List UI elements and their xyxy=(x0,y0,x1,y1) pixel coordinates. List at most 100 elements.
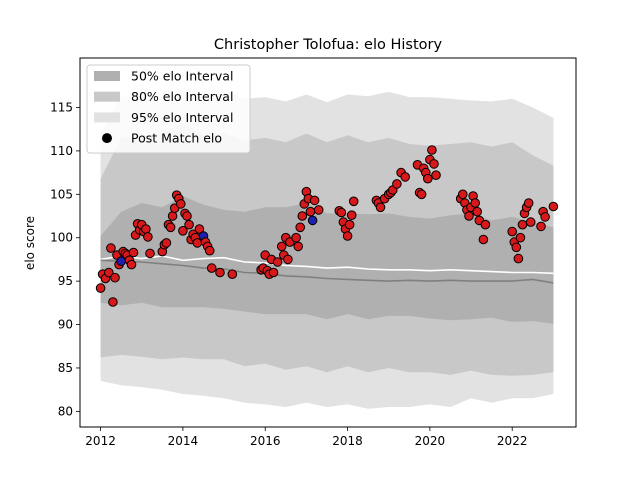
data-point xyxy=(346,210,357,220)
data-point xyxy=(182,211,192,221)
chart-title: Christopher Tolofua: elo History xyxy=(214,37,443,53)
data-point xyxy=(470,198,481,208)
data-point xyxy=(227,269,238,280)
legend-swatch xyxy=(94,91,120,102)
data-point xyxy=(104,267,114,278)
data-point xyxy=(305,206,316,217)
median-elo-line xyxy=(100,255,554,275)
data-point xyxy=(108,297,118,307)
data-point xyxy=(478,234,489,245)
x-tick-label: 2016 xyxy=(250,434,281,448)
data-point xyxy=(336,207,347,218)
data-point xyxy=(295,222,306,233)
baseline-elo-line xyxy=(100,259,554,284)
y-tick-label: 95 xyxy=(58,274,73,288)
data-point xyxy=(178,226,188,236)
legend-label: 80% elo Interval xyxy=(131,89,233,104)
data-point xyxy=(392,179,402,189)
data-point xyxy=(464,211,474,221)
data-point xyxy=(283,254,293,265)
data-point xyxy=(128,247,139,258)
legend-label: 95% elo Interval xyxy=(131,110,233,125)
axes-frame xyxy=(79,57,577,428)
data-point xyxy=(313,205,324,215)
x-axis-ticks: 2012 2014 2016 2018 2020 2022 xyxy=(85,427,527,448)
data-point xyxy=(204,245,215,256)
post-match-points xyxy=(95,145,559,307)
data-point xyxy=(272,257,283,267)
data-point xyxy=(110,272,120,283)
legend-swatch xyxy=(94,112,120,123)
x-tick-label: 2014 xyxy=(168,434,199,448)
data-point xyxy=(143,232,153,242)
data-point xyxy=(431,170,441,180)
data-point xyxy=(400,172,411,182)
y-tick-label: 90 xyxy=(58,318,73,332)
legend-swatch xyxy=(94,71,120,81)
data-point xyxy=(480,219,491,230)
data-point xyxy=(192,238,203,248)
data-point xyxy=(95,283,106,293)
legend-marker xyxy=(102,133,112,144)
y-axis-label: elo score xyxy=(23,216,37,270)
y-tick-label: 80 xyxy=(58,404,73,418)
data-point xyxy=(184,219,194,230)
y-tick-label: 105 xyxy=(50,187,73,201)
y-axis-ticks: 80 85 90 95 100 105 110 115 xyxy=(50,100,80,418)
data-point xyxy=(309,195,320,206)
legend-label: Post Match elo xyxy=(131,131,222,146)
data-point xyxy=(427,145,437,155)
y-tick-label: 100 xyxy=(50,231,73,245)
legend: 50% elo Interval 80% elo Interval 95% elo … xyxy=(86,64,251,154)
y-tick-label: 115 xyxy=(50,100,73,114)
data-point xyxy=(165,222,176,233)
data-point xyxy=(548,201,559,212)
data-point xyxy=(161,238,172,248)
data-point xyxy=(145,248,155,259)
data-point xyxy=(297,211,308,221)
data-point xyxy=(126,259,137,270)
data-point xyxy=(206,263,217,273)
data-point xyxy=(291,232,301,243)
data-point xyxy=(472,206,483,217)
interval-50-band xyxy=(100,196,554,324)
data-point xyxy=(293,241,304,252)
x-tick-label: 2012 xyxy=(85,434,116,448)
y-tick-label: 110 xyxy=(50,144,73,158)
x-tick-label: 2020 xyxy=(415,434,446,448)
data-point xyxy=(507,226,518,237)
data-point xyxy=(342,231,353,241)
data-point xyxy=(141,224,151,234)
legend-label: 50% elo Interval xyxy=(131,69,233,84)
data-point xyxy=(511,242,522,253)
data-point xyxy=(167,211,178,221)
data-point xyxy=(517,219,528,230)
data-point xyxy=(515,232,526,243)
legend-box xyxy=(86,64,251,154)
data-point xyxy=(215,267,225,278)
x-tick-label: 2018 xyxy=(332,434,363,448)
data-point xyxy=(416,189,427,200)
data-point xyxy=(540,212,550,222)
data-point xyxy=(268,267,279,278)
data-point xyxy=(458,189,468,200)
data-point xyxy=(429,159,439,169)
data-point xyxy=(525,217,536,227)
data-point xyxy=(176,199,186,209)
data-point xyxy=(348,196,359,207)
data-point xyxy=(513,253,524,264)
y-tick-label: 85 xyxy=(58,361,73,375)
interval-bands xyxy=(100,88,554,409)
data-point xyxy=(375,202,386,213)
data-point xyxy=(423,173,433,184)
data-point xyxy=(194,224,205,234)
data-point xyxy=(276,241,287,252)
data-point xyxy=(307,215,318,226)
plot-area xyxy=(95,88,559,409)
data-point xyxy=(536,221,546,232)
data-point xyxy=(106,243,116,253)
x-tick-label: 2022 xyxy=(497,434,528,448)
data-point xyxy=(344,219,355,230)
data-point xyxy=(523,198,534,208)
